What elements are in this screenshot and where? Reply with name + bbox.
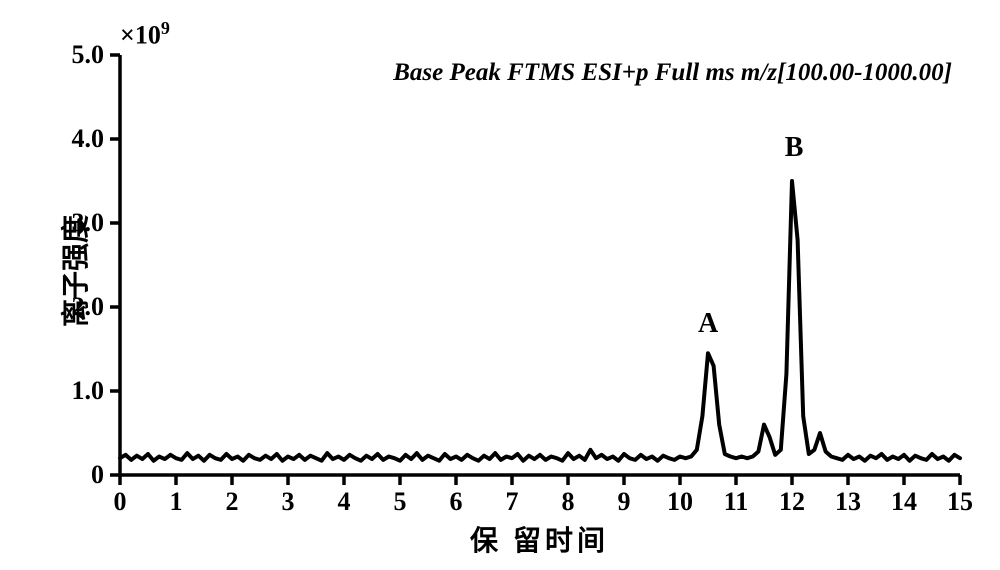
y-exponent: ×109 — [120, 18, 170, 51]
x-tick-label: 10 — [667, 487, 693, 517]
x-axis-label: 保 留时间 — [470, 519, 609, 559]
x-tick-label: 12 — [779, 487, 805, 517]
x-tick-label: 9 — [618, 487, 631, 517]
y-tick-label: 0 — [91, 460, 104, 490]
peak-label: A — [698, 308, 718, 340]
y-tick-label: 4.0 — [72, 124, 105, 154]
x-tick-label: 14 — [891, 487, 917, 517]
x-tick-label: 13 — [835, 487, 861, 517]
x-tick-label: 7 — [506, 487, 519, 517]
y-tick-label: 1.0 — [72, 376, 105, 406]
x-tick-label: 0 — [114, 487, 127, 517]
x-tick-label: 4 — [338, 487, 351, 517]
y-tick-label: 2.0 — [72, 292, 105, 322]
x-tick-label: 6 — [450, 487, 463, 517]
y-exponent-base: ×10 — [120, 21, 161, 50]
x-tick-label: 15 — [947, 487, 973, 517]
chart-container: { "chart": { "type": "line", "background… — [0, 0, 1000, 570]
y-exponent-sup: 9 — [161, 18, 170, 38]
x-tick-label: 5 — [394, 487, 407, 517]
x-tick-label: 8 — [562, 487, 575, 517]
y-tick-label: 5.0 — [72, 40, 105, 70]
x-tick-label: 11 — [724, 487, 749, 517]
x-tick-label: 3 — [282, 487, 295, 517]
chart-title: Base Peak FTMS ESI+p Full ms m/z[100.00-… — [393, 59, 952, 87]
peak-label: B — [785, 132, 804, 164]
x-tick-label: 2 — [226, 487, 239, 517]
y-tick-label: 3.0 — [72, 208, 105, 238]
x-tick-label: 1 — [170, 487, 183, 517]
